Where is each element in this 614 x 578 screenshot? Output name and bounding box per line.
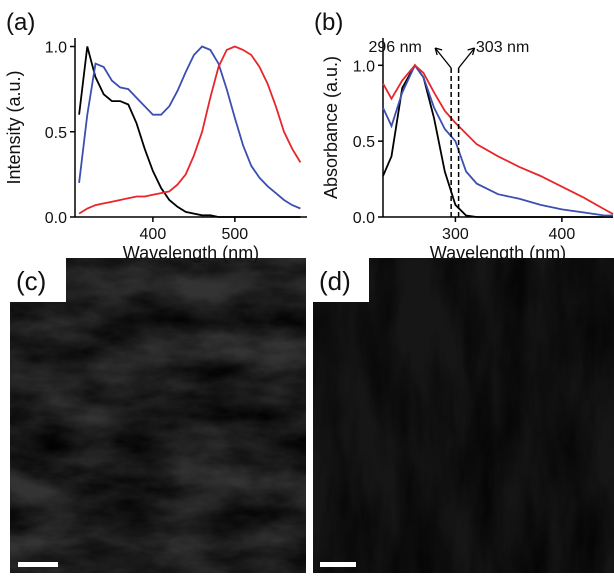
- spectrum-line: [383, 65, 613, 214]
- y-tick-label: 0.5: [45, 125, 67, 142]
- panel-label: (a): [6, 9, 35, 36]
- x-axis-label: Wavelength (nm): [123, 243, 259, 263]
- marker-label: 296 nm: [368, 39, 421, 56]
- spectrum-line: [79, 47, 300, 218]
- x-tick-label: 500: [222, 226, 249, 243]
- micrograph-d: (d): [313, 258, 614, 573]
- figure: (c) (d) (a)0.00.51.0400500Wavelength (nm…: [0, 0, 614, 573]
- panel-label: (c): [16, 266, 46, 296]
- spectrum-line: [79, 47, 300, 214]
- y-tick-label: 1.0: [353, 58, 375, 75]
- y-tick-label: 0.5: [353, 134, 375, 151]
- spectrum-line: [383, 65, 613, 215]
- panel-label: (b): [314, 9, 343, 36]
- marker-arrow: [459, 48, 475, 68]
- panel-label: (d): [319, 266, 351, 296]
- x-tick-label: 400: [140, 226, 167, 243]
- x-tick-label: 400: [549, 226, 576, 243]
- x-tick-label: 300: [442, 226, 469, 243]
- y-axis-label: Absorbance (a.u.): [321, 56, 341, 199]
- micrograph-c: (c): [10, 258, 306, 573]
- marker-arrow: [435, 48, 451, 68]
- y-tick-label: 1.0: [45, 40, 67, 57]
- y-axis-label: Intensity (a.u.): [4, 70, 24, 184]
- marker-label: 303 nm: [476, 39, 529, 56]
- y-tick-label: 0.0: [45, 210, 67, 227]
- spectrum-line: [79, 47, 300, 209]
- y-tick-label: 0.0: [353, 210, 375, 227]
- x-axis-label: Wavelength (nm): [430, 243, 566, 263]
